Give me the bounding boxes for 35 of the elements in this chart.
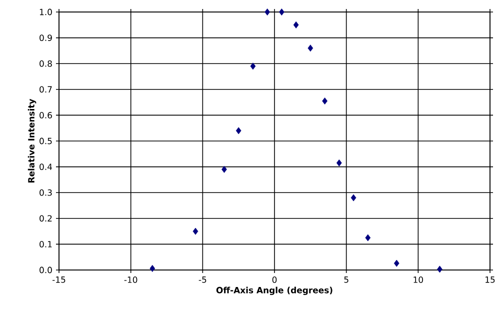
point [264, 8, 270, 16]
point [336, 159, 342, 166]
point [250, 62, 256, 70]
point [222, 166, 227, 173]
point [279, 8, 284, 16]
x-tick-label: 15 [486, 276, 495, 283]
point [394, 260, 400, 267]
point [293, 21, 299, 28]
point [308, 44, 314, 52]
y-tick-label: 0.6 [40, 112, 52, 118]
point [350, 194, 356, 202]
x-tick-label: 10 [414, 276, 423, 283]
y-tick-label: 0.3 [40, 189, 52, 196]
y-tick-label: 0.5 [40, 138, 52, 144]
point [365, 234, 371, 242]
text: 0.0 [40, 266, 52, 274]
y-tick-label: 0.9 [40, 34, 52, 42]
x-tick-label: -10 [124, 276, 138, 283]
y-tick-label: 0.7 [40, 86, 52, 93]
x-tick-label: -15 [52, 276, 66, 283]
y-tick-label: 0.4 [40, 164, 52, 170]
point [236, 127, 242, 134]
y-tick-label: 0.1 [40, 241, 52, 248]
x-axis-title: Off-Axis Angle (degrees) [216, 286, 332, 296]
y-tick-label: 0.8 [40, 60, 52, 67]
text: 1.0 [40, 8, 52, 16]
point [192, 228, 198, 235]
x-tick-label: 0 [272, 276, 277, 283]
y-tick-label: 0.2 [40, 215, 52, 222]
point [437, 266, 442, 273]
point [322, 98, 328, 105]
x-tick-label: 5 [344, 276, 348, 283]
point [150, 264, 156, 272]
x-tick-label: -5 [198, 276, 206, 283]
y-axis-title: Relative Intensity [28, 98, 36, 182]
